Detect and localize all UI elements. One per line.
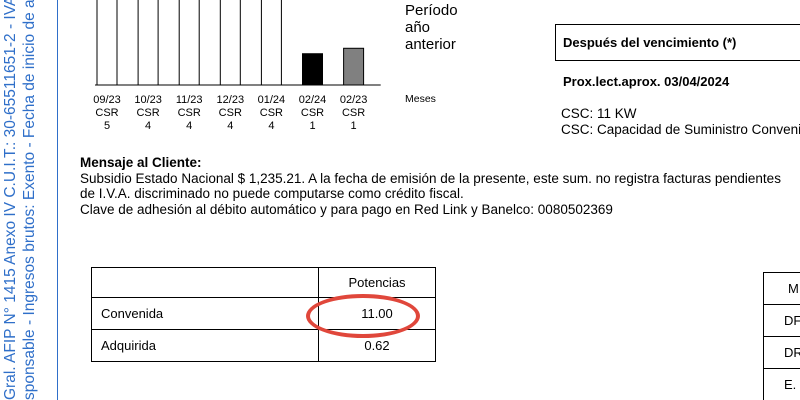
vertical-legal-strip: Gral. AFIP N° 1415 Anexo IV C.U.I.T.: 30… bbox=[0, 0, 58, 400]
legend-line-3: anterior bbox=[405, 36, 456, 53]
tick-label: 4 bbox=[268, 120, 274, 132]
tick-label: 4 bbox=[145, 120, 151, 132]
table-header-empty bbox=[91, 267, 319, 298]
right-partial-table: M DF DR E. bbox=[763, 272, 800, 400]
potencias-header: Potencias bbox=[318, 267, 436, 298]
right-table-cell: E. bbox=[763, 368, 800, 400]
after-due-title: Después del vencimiento (*) bbox=[563, 35, 737, 50]
next-reading-date: Prox.lect.aprox. 03/04/2024 bbox=[563, 74, 730, 89]
tick-label: CSR bbox=[342, 107, 365, 119]
legend-line-2: año bbox=[405, 19, 431, 36]
tick-label: CSR bbox=[95, 107, 118, 119]
adquirida-label: Adquirida bbox=[91, 329, 319, 362]
right-table-cell: DR bbox=[763, 336, 800, 368]
table-row: Potencias bbox=[91, 267, 436, 298]
csc-info: CSC: 11 KW CSC: Capacidad de Suministro … bbox=[561, 106, 800, 138]
potencias-table: Potencias Convenida 11.00 Adquirida 0.62 bbox=[91, 267, 436, 362]
vertical-legal-text-2: sponsable - Ingresos brutos: Exento - Fe… bbox=[21, 0, 38, 400]
legend-line-1: Período bbox=[405, 2, 458, 19]
bar bbox=[302, 53, 323, 86]
convenida-label: Convenida bbox=[91, 297, 319, 330]
customer-message-line-2: de I.V.A. discriminado no puede computar… bbox=[80, 186, 464, 201]
tick-label: CSR bbox=[260, 107, 283, 119]
tick-label: CSR bbox=[178, 107, 201, 119]
right-table-cell: M bbox=[763, 272, 800, 304]
csc-line-2: CSC: Capacidad de Suministro Convenida bbox=[561, 122, 800, 137]
tick-label: 01/24 bbox=[258, 94, 286, 106]
after-due-box: Después del vencimiento (*) bbox=[555, 24, 800, 61]
tick-label: 02/23 bbox=[340, 94, 368, 106]
right-table-cell: DF bbox=[763, 304, 800, 336]
tick-label: CSR bbox=[136, 107, 159, 119]
consumption-chart: 09/23CSR510/23CSR411/23CSR412/23CSR401/2… bbox=[93, 0, 381, 132]
tick-label: 1 bbox=[351, 120, 357, 132]
customer-message-line-3: Clave de adhesión al débito automático y… bbox=[80, 201, 613, 217]
csc-line-1: CSC: 11 KW bbox=[561, 106, 637, 121]
tick-label: CSR bbox=[219, 107, 242, 119]
tick-label: CSR bbox=[301, 107, 324, 119]
tick-label: 4 bbox=[186, 120, 192, 132]
customer-message-line-1: Subsidio Estado Nacional $ 1,235.21. A l… bbox=[80, 170, 781, 186]
vertical-legal-text-1: Gral. AFIP N° 1415 Anexo IV C.U.I.T.: 30… bbox=[2, 0, 19, 400]
bar bbox=[343, 47, 365, 86]
tick-label: 02/24 bbox=[299, 94, 327, 106]
tick-label: 1 bbox=[309, 120, 315, 132]
x-axis-label: Meses bbox=[405, 93, 436, 105]
tick-label: 11/23 bbox=[176, 94, 203, 106]
customer-message: Mensaje al Cliente: Subsidio Estado Naci… bbox=[80, 155, 800, 217]
tick-label: 12/23 bbox=[217, 94, 245, 106]
tick-label: 4 bbox=[227, 120, 233, 132]
customer-message-title: Mensaje al Cliente: bbox=[80, 155, 202, 170]
highlight-circle bbox=[306, 294, 420, 338]
tick-label: 09/23 bbox=[93, 94, 121, 106]
tick-label: 10/23 bbox=[134, 94, 162, 106]
tick-label: 5 bbox=[104, 120, 110, 132]
